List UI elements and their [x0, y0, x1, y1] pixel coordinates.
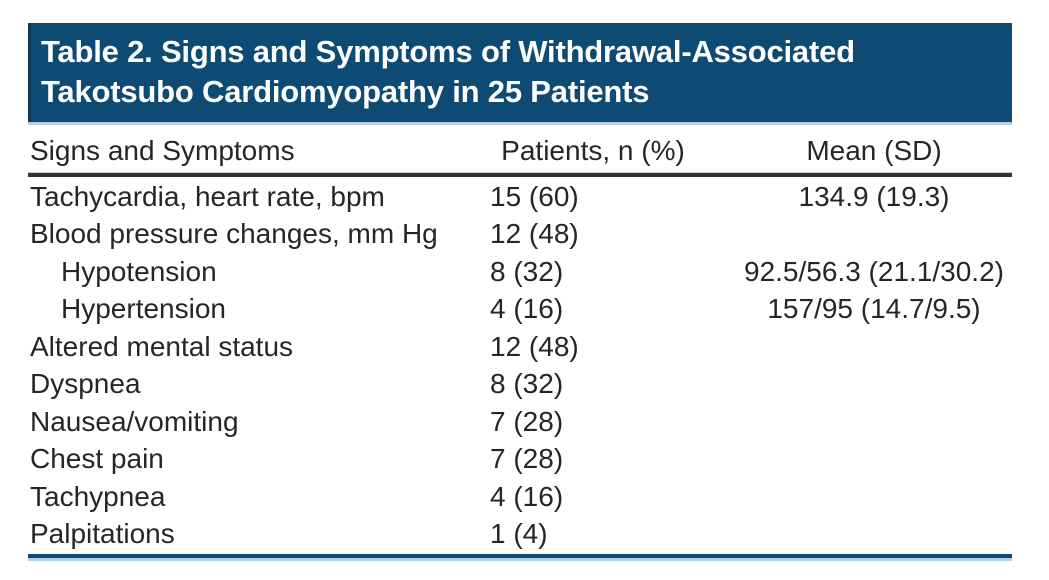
column-header-patients: Patients, n (%) — [501, 135, 685, 166]
table-row-dyspnea: Dyspnea 8 (32) — [28, 366, 1012, 404]
row-label: Tachycardia, heart rate, bpm — [30, 180, 385, 212]
table-row-tachypnea: Tachypnea 4 (16) — [28, 478, 1012, 516]
row-label: Hypertension — [61, 293, 226, 325]
patients-cell: 7 (28) — [490, 405, 564, 437]
table-row-altered-mental-status: Altered mental status 12 (48) — [28, 328, 1012, 366]
table-row-chest-pain: Chest pain 7 (28) — [28, 441, 1012, 479]
table-header-row: Signs and Symptoms Patients, n (%) Mean … — [28, 125, 1012, 177]
bottom-rule-light-line — [28, 558, 1012, 561]
mean-cell: 157/95 (14.7/9.5) — [767, 293, 981, 325]
mean-cell: 134.9 (19.3) — [798, 180, 950, 212]
row-label: Hypotension — [61, 255, 217, 287]
table-title-line2: Takotsubo Cardiomyopathy in 25 Patients — [41, 74, 650, 109]
mean-cell: 92.5/56.3 (21.1/30.2) — [744, 255, 1004, 287]
table-row-blood-pressure-changes: Blood pressure changes, mm Hg 12 (48) — [28, 216, 1012, 254]
patients-cell: 8 (32) — [490, 255, 564, 287]
patients-cell: 12 (48) — [490, 218, 579, 250]
table-row-palpitations: Palpitations 1 (4) — [28, 516, 1012, 554]
row-label: Blood pressure changes, mm Hg — [30, 218, 438, 250]
row-label: Tachypnea — [30, 480, 166, 512]
patients-cell: 7 (28) — [490, 443, 564, 475]
column-header-mean-sd: Mean (SD) — [806, 135, 942, 166]
patients-cell: 12 (48) — [490, 330, 579, 362]
patients-cell: 4 (16) — [490, 293, 564, 325]
column-header-signs-and-symptoms: Signs and Symptoms — [30, 135, 295, 166]
table-row-hypertension: Hypertension 4 (16) 157/95 (14.7/9.5) — [28, 291, 1012, 329]
patients-cell: 15 (60) — [490, 180, 579, 212]
table-title-band: Table 2. Signs and Symptoms of Withdrawa… — [28, 23, 1012, 125]
table-body: Tachycardia, heart rate, bpm 15 (60) 134… — [28, 177, 1012, 553]
table-row-hypotension: Hypotension 8 (32) 92.5/56.3 (21.1/30.2) — [28, 253, 1012, 291]
patients-cell: 8 (32) — [490, 368, 564, 400]
row-label: Nausea/vomiting — [30, 405, 239, 437]
bottom-rule — [28, 554, 1012, 561]
table-row-tachycardia: Tachycardia, heart rate, bpm 15 (60) 134… — [28, 178, 1012, 216]
table-row-nausea-vomiting: Nausea/vomiting 7 (28) — [28, 403, 1012, 441]
patients-cell: 4 (16) — [490, 480, 564, 512]
bottom-rule-dark-line — [28, 554, 1012, 558]
row-label: Chest pain — [30, 443, 164, 475]
patients-cell: 1 (4) — [490, 518, 548, 550]
row-label: Altered mental status — [30, 330, 294, 362]
data-table: Signs and Symptoms Patients, n (%) Mean … — [28, 125, 1012, 561]
row-label: Dyspnea — [30, 368, 141, 400]
row-label: Palpitations — [30, 518, 175, 550]
table-title-line1: Table 2. Signs and Symptoms of Withdrawa… — [41, 34, 855, 69]
